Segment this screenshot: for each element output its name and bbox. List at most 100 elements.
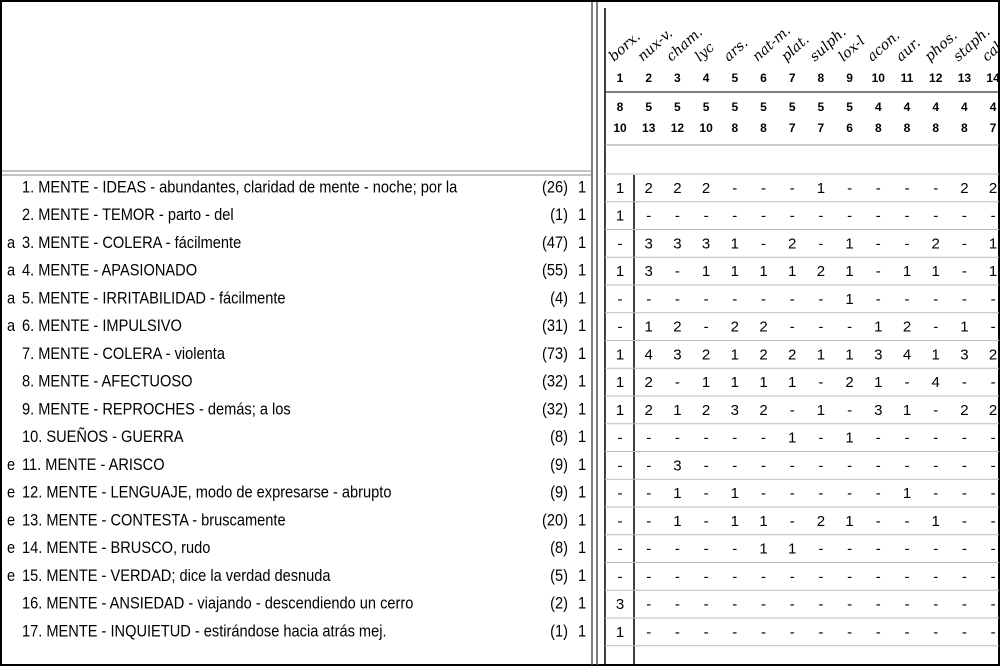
cell: 2 (731, 319, 739, 336)
cell: - (847, 624, 852, 641)
score: 7 (990, 121, 997, 135)
cell: - (905, 208, 910, 225)
column-number: 1 (617, 71, 624, 85)
cell: - (847, 180, 852, 197)
cell: 2 (645, 374, 653, 391)
cell: 2 (817, 263, 825, 280)
cell: 1 (702, 374, 710, 391)
score: 8 (760, 121, 767, 135)
score: 5 (818, 100, 825, 114)
cell: 4 (932, 374, 940, 391)
cell: - (646, 485, 651, 502)
cell: 1 (817, 402, 825, 419)
cell: 2 (702, 346, 710, 363)
cell: - (790, 291, 795, 308)
cell: - (847, 485, 852, 502)
rubric-weight: 1 (578, 456, 586, 474)
rubric-count: (31) (542, 317, 568, 335)
cell: - (991, 568, 996, 585)
cell: - (905, 430, 910, 447)
cell: - (876, 457, 881, 474)
cell: - (790, 624, 795, 641)
rubric-text: 6. MENTE - IMPULSIVO (22, 317, 182, 335)
cell: - (905, 291, 910, 308)
cell: - (876, 541, 881, 558)
rubric-weight: 1 (578, 428, 586, 446)
cell: 1 (845, 430, 853, 447)
cell: - (991, 541, 996, 558)
rubric-prefix: e (7, 456, 15, 474)
cell: 1 (616, 346, 624, 363)
cell: - (933, 457, 938, 474)
cell: - (761, 624, 766, 641)
score: 8 (731, 121, 738, 135)
cell: - (818, 568, 823, 585)
cell: - (847, 402, 852, 419)
cell: - (732, 430, 737, 447)
cell: - (704, 319, 709, 336)
cell: 1 (616, 180, 624, 197)
rubric-weight: 1 (578, 595, 586, 613)
column-number: 12 (929, 71, 943, 85)
cell: 1 (817, 180, 825, 197)
score: 7 (789, 121, 796, 135)
cell: - (704, 457, 709, 474)
cell: - (761, 235, 766, 252)
cell: 4 (903, 346, 911, 363)
cell: 1 (788, 541, 796, 558)
column-number: 7 (789, 71, 796, 85)
cell: 1 (673, 485, 681, 502)
cell: 1 (616, 263, 624, 280)
cell: - (962, 374, 967, 391)
cell: - (732, 541, 737, 558)
cell: 1 (731, 513, 739, 530)
cell: - (646, 291, 651, 308)
cell: - (818, 291, 823, 308)
cell: 1 (903, 263, 911, 280)
rubric-text: 4. MENTE - APASIONADO (22, 262, 197, 280)
cell: 2 (989, 402, 997, 419)
cell: 1 (731, 235, 739, 252)
rubric-text: 9. MENTE - REPROCHES - demás; a los (22, 401, 291, 419)
rubric-count: (1) (550, 623, 568, 641)
cell: - (905, 457, 910, 474)
cell: - (905, 624, 910, 641)
cell: - (991, 430, 996, 447)
cell: - (761, 430, 766, 447)
column-number: 11 (901, 71, 914, 85)
cell: 1 (673, 402, 681, 419)
cell: - (790, 513, 795, 530)
cell: 1 (932, 263, 940, 280)
cell: 1 (817, 346, 825, 363)
cell: 3 (645, 263, 653, 280)
cell: 1 (759, 263, 767, 280)
cell: - (818, 596, 823, 613)
cell: 3 (673, 457, 681, 474)
rubric-count: (26) (542, 179, 568, 197)
cell: 1 (759, 541, 767, 558)
rubric-count: (8) (550, 428, 568, 446)
column-number: 9 (846, 71, 853, 85)
rubric-count: (4) (550, 290, 568, 308)
cell: 1 (874, 374, 882, 391)
score: 5 (846, 100, 853, 114)
cell: - (991, 596, 996, 613)
cell: - (704, 430, 709, 447)
cell: - (962, 430, 967, 447)
cell: - (646, 513, 651, 530)
rubric-prefix: e (7, 484, 15, 502)
cell: - (933, 541, 938, 558)
cell: - (962, 568, 967, 585)
cell: - (933, 291, 938, 308)
cell: - (905, 235, 910, 252)
cell: - (704, 568, 709, 585)
cell: 1 (845, 235, 853, 252)
cell: - (933, 180, 938, 197)
score: 5 (674, 100, 681, 114)
rubric-count: (2) (550, 595, 568, 613)
score: 4 (875, 100, 882, 114)
cell: - (933, 319, 938, 336)
rubric-count: (20) (542, 512, 568, 530)
score: 8 (932, 121, 939, 135)
